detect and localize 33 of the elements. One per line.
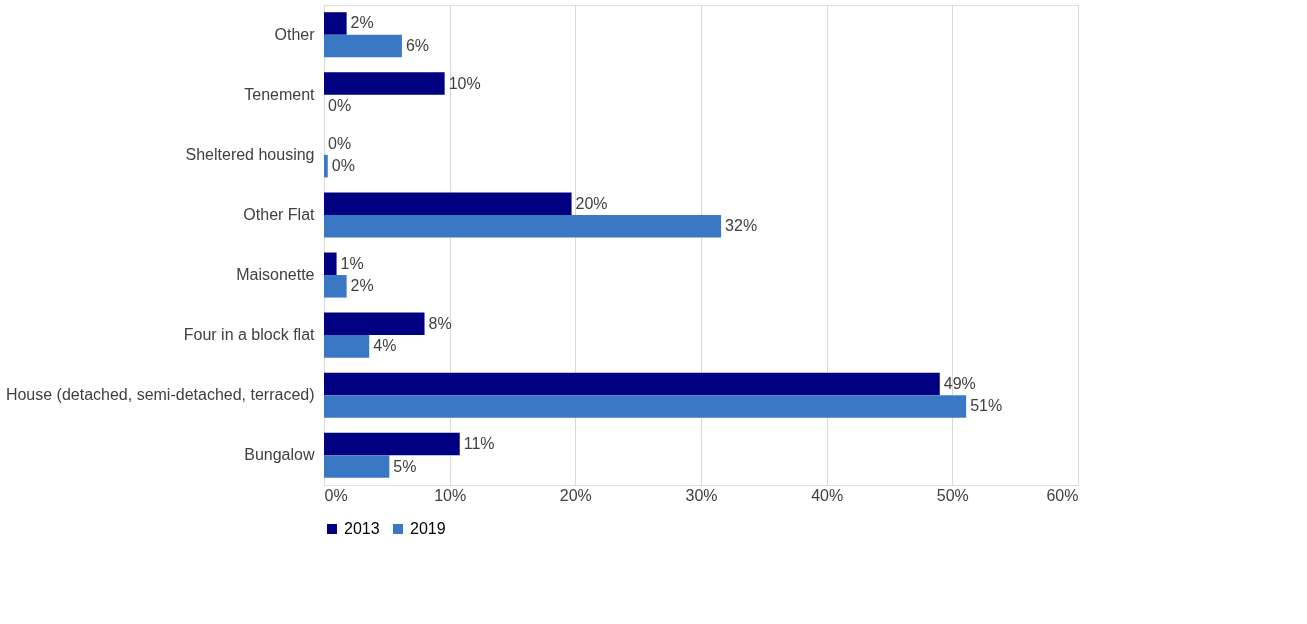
data-label: 10%	[448, 74, 481, 92]
x-tick-label: 20%	[559, 486, 592, 504]
data-label: 8%	[428, 314, 452, 332]
data-label: 11%	[463, 435, 495, 452]
legend-label: 2013	[344, 520, 380, 537]
data-label: 51%	[970, 397, 1003, 415]
legend-label: 2019	[410, 520, 446, 537]
x-tick-label: 40%	[811, 486, 844, 504]
y-tick-label: Bungalow	[244, 446, 315, 464]
y-tick-label: Other	[274, 25, 316, 43]
y-tick-label: Four in a block flat	[183, 326, 316, 344]
data-label: 32%	[725, 217, 758, 235]
x-tick-label: 60%	[1046, 486, 1079, 504]
y-tick-label: Sheltered housing	[185, 145, 315, 163]
y-tick-label: Tenement	[244, 85, 316, 103]
data-label: 0%	[328, 97, 352, 115]
data-label: 2%	[350, 277, 374, 295]
data-label: 0%	[328, 134, 352, 152]
y-tick-label: Maisonette	[236, 266, 315, 284]
data-label: 0%	[331, 157, 355, 175]
x-tick-label: 30%	[685, 486, 718, 504]
data-label: 6%	[405, 37, 430, 54]
y-tick-label: Other Flat	[243, 205, 316, 223]
data-label: 20%	[575, 194, 608, 212]
data-label: 1%	[340, 254, 364, 272]
x-tick-label: 0%	[324, 486, 348, 504]
data-label: 5%	[393, 457, 417, 475]
y-tick-label: House (detached, semi-detached, terraced)	[5, 386, 315, 404]
data-label: 2%	[350, 14, 374, 32]
x-tick-label: 10%	[434, 486, 467, 504]
x-tick-label: 50%	[936, 486, 969, 504]
data-label: 49%	[943, 374, 976, 392]
data-label: 4%	[373, 337, 397, 355]
